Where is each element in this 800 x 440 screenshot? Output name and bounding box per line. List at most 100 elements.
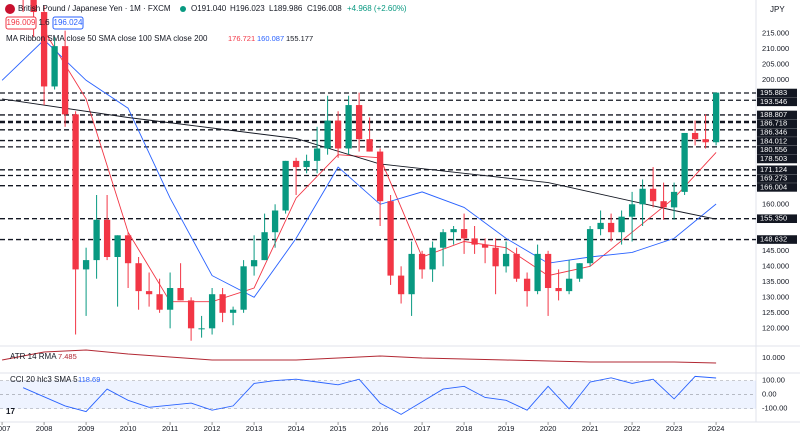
- tv-logo: 17: [6, 407, 15, 416]
- x-tick-label: 2009: [78, 424, 95, 433]
- market-status: [180, 6, 186, 12]
- level-label: 171.124: [760, 165, 787, 174]
- y-tick-label: 145.000: [762, 246, 789, 255]
- ma-title: MA Ribbon SMA close 50 SMA close 100 SMA…: [6, 34, 208, 43]
- x-tick-label: 2014: [288, 424, 305, 433]
- x-tick-label: 2013: [246, 424, 263, 433]
- level-label-box: [757, 128, 797, 137]
- candle-body: [607, 222, 615, 233]
- candle-body: [282, 160, 289, 211]
- candle-body: [156, 294, 163, 310]
- atr-tick: 10.000: [762, 353, 785, 362]
- level-label: 184.012: [760, 136, 787, 145]
- level-label: 186.346: [760, 128, 787, 137]
- level-label-box: [757, 110, 797, 120]
- candle-body: [166, 288, 174, 310]
- candle-body: [481, 244, 489, 248]
- candle-body: [702, 139, 709, 143]
- level-label: 193.546: [760, 97, 787, 106]
- y-tick-label: 205.000: [762, 60, 789, 69]
- candle-body: [660, 201, 667, 208]
- candle-body: [177, 288, 184, 301]
- spread: 1.6: [38, 18, 50, 27]
- level-label: 188.807: [760, 110, 787, 119]
- candle-body: [597, 222, 604, 230]
- candle-body: [355, 105, 363, 140]
- candle-body: [397, 275, 405, 295]
- atr-line: [2, 349, 717, 364]
- axes: 215.000 210.000 205.000 200.000 160.000 145.0…: [0, 29, 789, 433]
- header: British Pound / Japanese Yen · 1M · FXCM…: [5, 4, 785, 416]
- ask[interactable]: 196.024: [54, 18, 83, 27]
- candle-body: [292, 160, 300, 168]
- atr-title: ATR 14 RMA: [10, 352, 57, 361]
- currency[interactable]: JPY: [770, 5, 785, 14]
- candle-body: [229, 309, 237, 313]
- level-label: 169.273: [760, 174, 787, 183]
- candle-body: [523, 278, 531, 292]
- candle-body: [618, 216, 625, 233]
- sell-button[interactable]: [5, 16, 37, 30]
- symbol-icon: [5, 4, 15, 14]
- level-label: 180.556: [760, 145, 787, 154]
- symbol[interactable]: British Pound / Japanese Yen · 1M · FXCM: [18, 4, 171, 13]
- bid[interactable]: 196.009: [7, 18, 36, 27]
- candle-body: [40, 12, 48, 87]
- cci-tick: 100.00: [762, 376, 785, 385]
- candle-body: [271, 210, 279, 233]
- y-tick-label: 125.000: [762, 308, 789, 317]
- candle-body: [576, 263, 583, 279]
- candle-body: [93, 219, 100, 261]
- candle-body: [198, 328, 205, 330]
- level-label-box: [757, 183, 797, 192]
- candle-body: [219, 294, 226, 313]
- candle-body: [345, 105, 352, 149]
- candle-body: [460, 229, 468, 239]
- level-label-box: [757, 145, 797, 155]
- y-tick-label: 215.000: [762, 29, 789, 38]
- price-pane: [0, 0, 756, 341]
- level-label-box: [757, 88, 797, 98]
- candle-body: [691, 132, 699, 140]
- candle-body: [439, 232, 447, 248]
- cci-line: [22, 375, 717, 415]
- candle-body: [513, 253, 520, 279]
- y-tick-label: 140.000: [762, 261, 789, 270]
- x-tick-label: 2023: [666, 424, 683, 433]
- candle-body: [61, 46, 69, 115]
- buy-button[interactable]: [52, 16, 84, 30]
- candle-body: [450, 229, 457, 233]
- high: H196.023: [230, 4, 265, 13]
- candle-body: [208, 294, 216, 329]
- indicator-panes: [0, 349, 756, 415]
- candle-body: [408, 253, 415, 295]
- level-label: 148.632: [760, 235, 787, 244]
- candle-body: [145, 291, 153, 295]
- candle-body: [51, 46, 58, 87]
- x-tick-label: 2024: [708, 424, 725, 433]
- level-label-box: [757, 119, 797, 129]
- candle-body: [124, 235, 132, 264]
- candle-body: [534, 253, 541, 292]
- candle-body: [313, 148, 321, 161]
- x-tick-label: 2008: [36, 424, 53, 433]
- candle-body: [565, 278, 573, 292]
- candle-body: [250, 260, 258, 267]
- y-tick-label: 160.000: [762, 199, 789, 208]
- y-tick-label: 120.000: [762, 323, 789, 332]
- open: O191.040: [191, 4, 227, 13]
- candle-body: [240, 266, 247, 310]
- candle-body: [555, 288, 562, 292]
- candle-body: [261, 232, 268, 261]
- candle-body: [418, 253, 426, 270]
- x-tick-label: 2019: [498, 424, 515, 433]
- x-tick-label: 2012: [204, 424, 221, 433]
- level-label-box: [757, 154, 797, 164]
- x-tick-label: 2015: [330, 424, 347, 433]
- change: +4.968 (+2.60%): [347, 4, 407, 13]
- candle-body: [82, 260, 90, 270]
- moving-average: [1, 39, 717, 298]
- candle-body: [187, 300, 195, 329]
- cci-value: 118.69: [78, 375, 100, 384]
